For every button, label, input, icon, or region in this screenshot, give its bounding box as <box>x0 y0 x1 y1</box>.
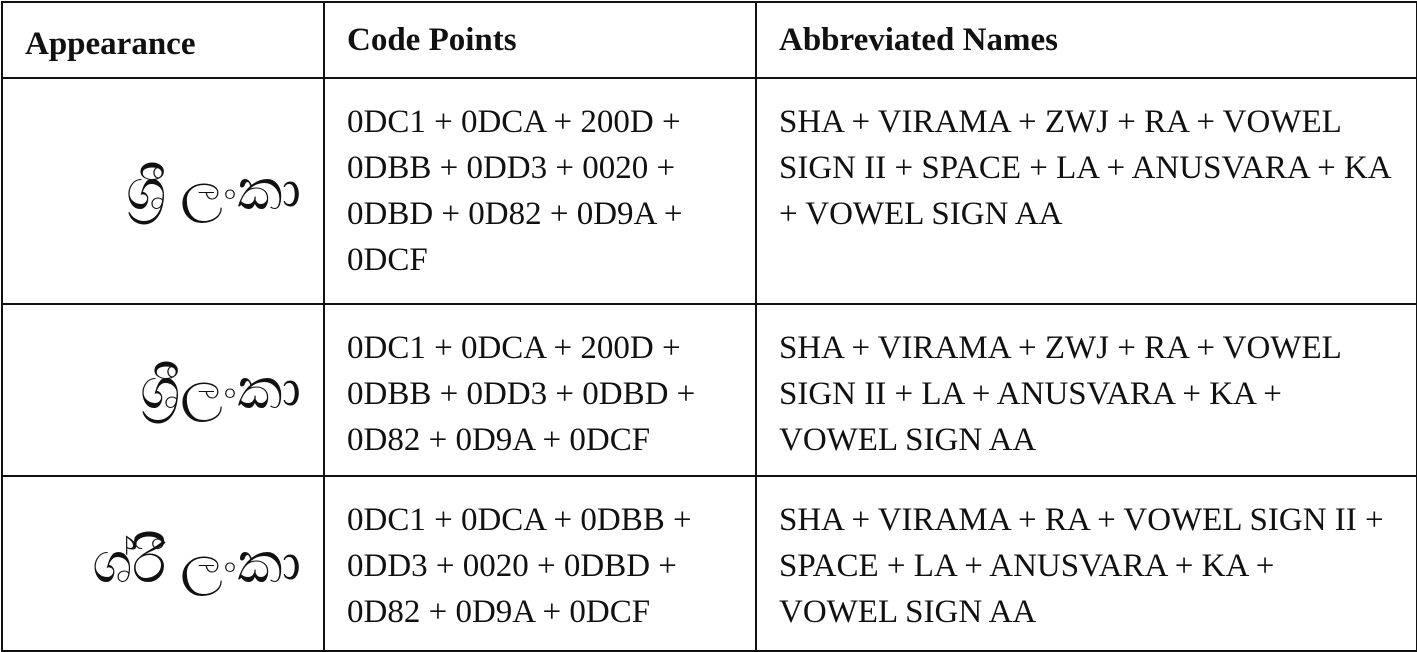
row: ශ්‍රීලංකා 0DC1 + 0DCA + 200D + 0DBB + 0D… <box>1 303 1417 477</box>
header-cell: Abbreviated Names <box>755 1 1417 79</box>
code-points-cell: 0DC1 + 0DCA + 0DBB + 0DD3 + 0020 + 0DBD … <box>323 475 757 652</box>
header-cell: Appearance <box>1 1 325 79</box>
code-points-cell: 0DC1 + 0DCA + 200D + 0DBB + 0DD3 + 0020 … <box>323 77 757 305</box>
appearance-cell: ශ්‍රී ලංකා <box>1 77 325 305</box>
appearance-cell: ශ්රී ලංකා <box>1 475 325 652</box>
names-cell: SHA + VIRAMA + ZWJ + RA + VOWEL SIGN II … <box>755 77 1417 305</box>
names-cell: SHA + VIRAMA + RA + VOWEL SIGN II + SPAC… <box>755 475 1417 652</box>
header-cell: Code Points <box>323 1 757 79</box>
row: ශ්‍රී ලංකා 0DC1 + 0DCA + 200D + 0DBB + 0… <box>1 77 1417 305</box>
header-row: Appearance Code Points Abbreviated Names <box>1 1 1417 79</box>
appearance-cell: ශ්‍රීලංකා <box>1 303 325 477</box>
names-cell: SHA + VIRAMA + ZWJ + RA + VOWEL SIGN II … <box>755 303 1417 477</box>
row: ශ්රී ලංකා 0DC1 + 0DCA + 0DBB + 0DD3 + 00… <box>1 475 1417 652</box>
code-points-cell: 0DC1 + 0DCA + 200D + 0DBB + 0DD3 + 0DBD … <box>323 303 757 477</box>
